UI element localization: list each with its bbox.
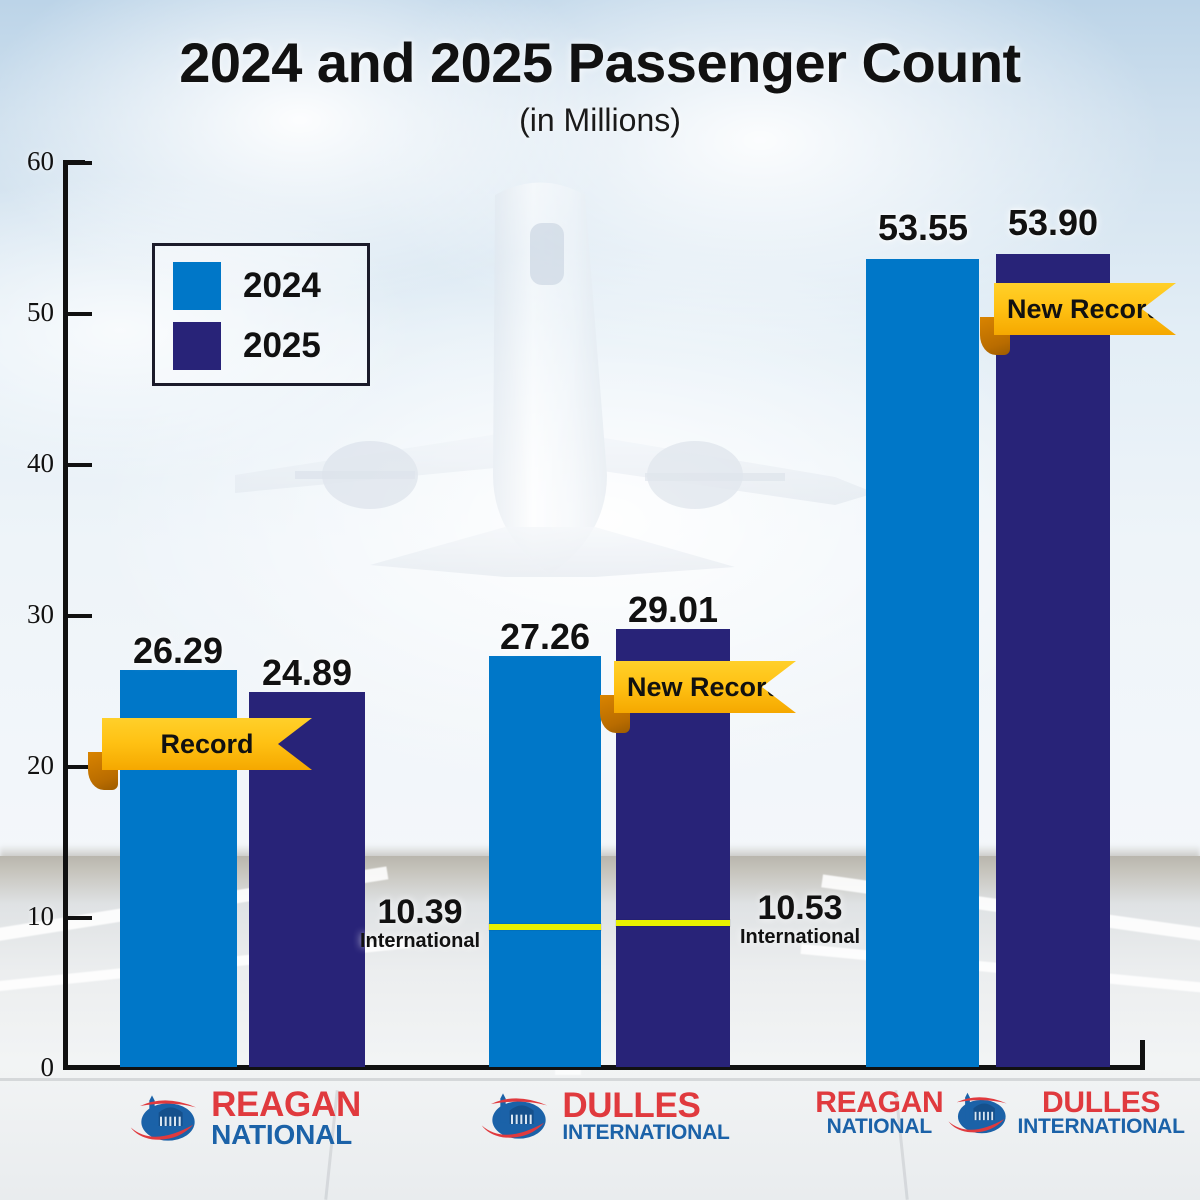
logo-line-top: REAGAN bbox=[211, 1085, 361, 1124]
logo-line-bottom: NATIONAL bbox=[211, 1118, 353, 1150]
value-label-reagan-2025: 24.89 bbox=[261, 652, 353, 693]
bar-combined-2025[interactable] bbox=[996, 254, 1110, 1067]
international-number-2025: 10.53 bbox=[757, 889, 843, 927]
y-tick-label-40: 40 bbox=[27, 448, 54, 478]
y-tick-10 bbox=[68, 916, 92, 920]
international-value-2024: 10.39 International bbox=[355, 895, 485, 954]
airport-authority-logo-icon bbox=[948, 1092, 1008, 1134]
y-tick-label-10: 10 bbox=[27, 901, 54, 931]
logo-line-top: DULLES bbox=[562, 1086, 701, 1126]
legend-label-2025: 2025 bbox=[243, 326, 321, 365]
international-marker-line-2025 bbox=[616, 920, 730, 926]
international-caption-2025: International bbox=[739, 926, 860, 948]
dulles-international-wordmark-combined: DULLES INTERNATIONAL bbox=[1017, 1085, 1185, 1139]
legend-item-2024[interactable]: 2024 bbox=[173, 262, 321, 310]
y-tick-30 bbox=[68, 614, 92, 618]
legend-swatch-2025 bbox=[173, 322, 221, 370]
y-tick-label-20: 20 bbox=[27, 750, 54, 780]
x-axis-line bbox=[63, 1065, 1145, 1070]
international-caption-2024: International bbox=[359, 930, 480, 952]
legend-swatch-2024 bbox=[173, 262, 221, 310]
value-label-dulles-2024: 27.26 bbox=[499, 616, 591, 657]
logo-line-bottom: INTERNATIONAL bbox=[562, 1120, 730, 1144]
chart-legend: 2024 2025 bbox=[152, 243, 370, 386]
x-axis-label-combined: REAGAN NATIONAL DULLES INTERNATIONAL bbox=[800, 1085, 1200, 1139]
reagan-national-wordmark: REAGAN NATIONAL bbox=[211, 1085, 361, 1150]
international-number-2024: 10.39 bbox=[377, 893, 463, 931]
bar-dulles-2024[interactable] bbox=[489, 656, 601, 1067]
ribbon-new-record-dulles: New Record bbox=[600, 661, 796, 733]
y-tick-20 bbox=[68, 765, 92, 769]
tarmac-seam-horizontal bbox=[0, 1078, 1200, 1081]
legend-label-2024: 2024 bbox=[243, 266, 321, 305]
legend-item-2025[interactable]: 2025 bbox=[173, 322, 321, 370]
y-tick-label-30: 30 bbox=[27, 599, 54, 629]
ribbon-band: Record bbox=[102, 718, 312, 770]
value-label-dulles-2025: 29.01 bbox=[627, 589, 719, 630]
y-tick-40 bbox=[68, 463, 92, 467]
ribbon-band: New Record bbox=[994, 283, 1176, 335]
ribbon-label: Record bbox=[160, 728, 254, 759]
logo-line-bottom: NATIONAL bbox=[826, 1115, 933, 1139]
y-tick-label-60: 60 bbox=[27, 146, 54, 176]
chart-subtitle: (in Millions) bbox=[519, 102, 681, 138]
y-tick-label-0: 0 bbox=[40, 1052, 55, 1082]
ribbon-record-reagan: Record bbox=[88, 718, 312, 790]
ribbon-new-record-combined: New Record bbox=[980, 283, 1176, 355]
ribbon-label: New Record bbox=[1006, 293, 1164, 324]
logo-line-top: REAGAN bbox=[815, 1085, 944, 1119]
y-axis-line bbox=[63, 160, 68, 1070]
airport-authority-logo-icon bbox=[130, 1095, 197, 1141]
dulles-international-logo: DULLES INTERNATIONAL bbox=[480, 1086, 730, 1144]
y-tick-50 bbox=[68, 312, 92, 316]
bar-combined-2024[interactable] bbox=[866, 259, 979, 1067]
chart-title: 2024 and 2025 Passenger Count bbox=[179, 31, 1021, 94]
international-value-2025: 10.53 International bbox=[735, 891, 865, 950]
value-label-combined-2024: 53.55 bbox=[877, 207, 969, 248]
ribbon-band: New Record bbox=[614, 661, 796, 713]
ribbon-label: New Record bbox=[626, 671, 784, 702]
dulles-international-wordmark: DULLES INTERNATIONAL bbox=[562, 1086, 730, 1144]
x-axis-label-reagan-national: REAGAN NATIONAL bbox=[100, 1085, 390, 1150]
x-axis-label-dulles-international: DULLES INTERNATIONAL bbox=[460, 1088, 750, 1144]
reagan-national-wordmark-combined: REAGAN NATIONAL bbox=[815, 1085, 944, 1139]
reagan-national-logo: REAGAN NATIONAL bbox=[129, 1085, 361, 1150]
airport-authority-logo-icon bbox=[481, 1093, 548, 1139]
x-axis-end-cap bbox=[1140, 1040, 1145, 1070]
value-label-reagan-2024: 26.29 bbox=[132, 630, 224, 671]
international-marker-line-2024 bbox=[489, 924, 601, 930]
y-tick-60 bbox=[68, 161, 92, 165]
value-label-combined-2025: 53.90 bbox=[1007, 202, 1099, 243]
logo-line-top: DULLES bbox=[1042, 1085, 1161, 1119]
logo-line-bottom: INTERNATIONAL bbox=[1017, 1115, 1185, 1139]
airplane-icon bbox=[235, 182, 875, 577]
y-tick-label-50: 50 bbox=[27, 297, 54, 327]
